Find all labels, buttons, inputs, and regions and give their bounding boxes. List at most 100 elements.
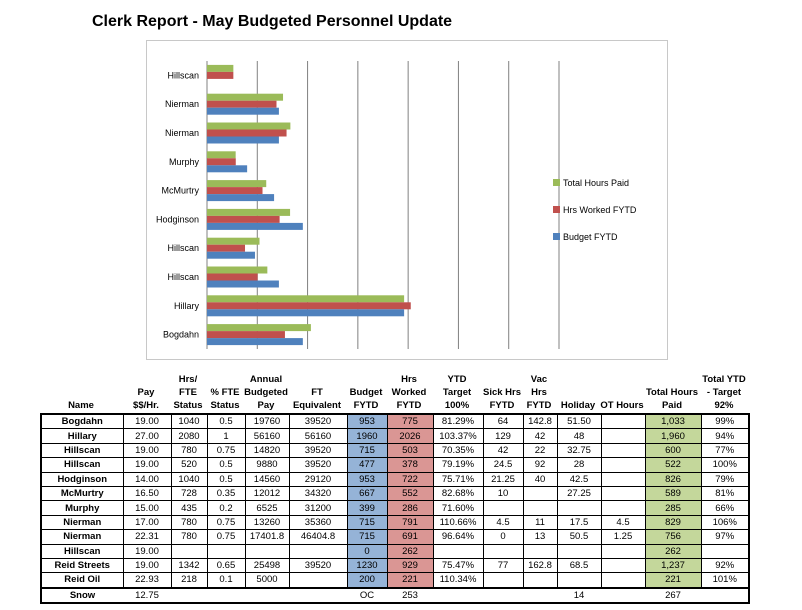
bar-hrs-worked-fytd (207, 158, 236, 166)
table-cell (600, 457, 646, 473)
table-cell: 0.1 (206, 572, 246, 589)
table-cell (600, 500, 646, 516)
category-label: Hillscan (167, 70, 199, 80)
table-cell: 17401.8 (244, 529, 290, 545)
column-header-line: FYTD (353, 400, 379, 411)
column-header-line: Pay (137, 387, 155, 398)
table-cell: 71.60% (432, 500, 484, 516)
table-header: Name Pay $$/Hr. Hrs/FTE Status % FTE Status Ann… (40, 369, 770, 412)
column-header-line: OT Hours (600, 400, 644, 411)
table-row: Murphy 15.00 435 0.2 6525 31200 399 286 71.60% 28… (40, 500, 750, 516)
table-cell: 32.75 (556, 442, 602, 459)
table-cell: 0.75 (206, 514, 246, 531)
column-header-line: FYTD (396, 400, 422, 411)
bar-total-hours-paid (207, 208, 291, 216)
table-cell (556, 572, 602, 589)
category-label: Hillscan (167, 272, 199, 282)
column-header: Annual Budgeted Pay (244, 373, 288, 412)
bar-total-hours-paid (207, 93, 284, 101)
table-cell: Reid Streets (40, 557, 124, 574)
table-cell (556, 543, 602, 559)
table-cell: 19.00 (122, 543, 172, 559)
table-cell: 399 (346, 500, 388, 516)
table-cell: 42.5 (556, 471, 602, 487)
table-cell: 22 (522, 442, 558, 459)
footer-cell (433, 588, 483, 603)
table-cell: 0.5 (206, 471, 246, 487)
table-cell: 39520 (288, 557, 348, 574)
personnel-table: Bogdahn 19.00 1040 0.5 19760 39520 953 775 81.29… (40, 413, 750, 604)
table-cell: 39520 (288, 413, 348, 430)
table-cell: 262 (386, 543, 434, 559)
column-header-line: Total YTD (702, 374, 746, 385)
table-cell: Hillscan (40, 543, 124, 559)
table-cell: 1.25 (600, 529, 646, 545)
table-cell: 4.5 (600, 514, 646, 531)
table-cell: 953 (346, 413, 388, 430)
table-cell: 142.8 (522, 413, 558, 430)
table-cell: 99% (700, 413, 750, 430)
table-cell: 46404.8 (288, 529, 348, 545)
table-cell: 14820 (244, 442, 290, 459)
table-cell: 81.29% (432, 413, 484, 430)
legend-swatch (553, 206, 560, 213)
table-cell (522, 485, 558, 502)
table-cell: 5000 (244, 572, 290, 589)
footer-cell (289, 588, 347, 603)
column-header-line: Status (173, 400, 203, 411)
table-cell: 728 (170, 485, 208, 502)
table-cell: 13260 (244, 514, 290, 531)
table-cell: 103.37% (432, 428, 484, 444)
table-cell: 96.64% (432, 529, 484, 545)
bar-total-hours-paid (207, 64, 234, 72)
table-row: Hillscan 19.00 0 262 262 (40, 543, 750, 559)
bar-total-hours-paid (207, 324, 311, 332)
table-cell: 75.47% (432, 557, 484, 574)
column-header-line: Annual (249, 374, 283, 385)
table-cell: 286 (386, 500, 434, 516)
table-cell: 34320 (288, 485, 348, 502)
table-cell (522, 572, 558, 589)
table-row: Reid Oil 22.93 218 0.1 5000 200 221 110.34% 221 1… (40, 572, 750, 589)
table-cell: 19.00 (122, 457, 172, 473)
table-cell: Hodginson (40, 471, 124, 487)
bar-hrs-worked-fytd (207, 71, 234, 79)
bar-budget-fytd (207, 165, 248, 173)
table-cell: 24.5 (482, 457, 524, 473)
category-label: McMurtry (162, 186, 200, 196)
table-cell: 39520 (288, 457, 348, 473)
footer-cell: 267 (665, 589, 681, 601)
table-cell: 77 (482, 557, 524, 574)
table-cell: 775 (386, 413, 434, 430)
table-cell: Bogdahn (40, 413, 124, 430)
table-cell: 691 (386, 529, 434, 545)
table-cell: 477 (346, 457, 388, 473)
table-cell: 1,237 (644, 557, 702, 574)
table-cell: 756 (644, 529, 702, 545)
table-cell: 19.00 (122, 557, 172, 574)
table-cell (288, 543, 348, 559)
table-cell: 780 (170, 514, 208, 531)
table-cell: 39520 (288, 442, 348, 459)
table-cell: 56160 (288, 428, 348, 444)
table-cell: Nierman (40, 514, 124, 531)
table-cell: Hillary (40, 428, 124, 444)
table-cell: 106% (700, 514, 750, 531)
column-header-line: FYTD (526, 400, 552, 411)
column-header: YTD Target 100% (432, 373, 482, 412)
category-label: Hillscan (167, 243, 199, 253)
table-cell: 94% (700, 428, 750, 444)
table-cell: 14.00 (122, 471, 172, 487)
table-row: Bogdahn 19.00 1040 0.5 19760 39520 953 775 81.29… (40, 413, 750, 430)
table-cell: 1040 (170, 413, 208, 430)
table-cell: 64 (482, 413, 524, 430)
bar-hrs-worked-fytd (207, 215, 280, 223)
table-cell: 667 (346, 485, 388, 502)
table-cell: 953 (346, 471, 388, 487)
table-cell: 40 (522, 471, 558, 487)
column-header-line: Sick Hrs (482, 387, 522, 398)
table-cell: 92 (522, 457, 558, 473)
table-cell: 101% (700, 572, 750, 589)
footer-cell (207, 588, 245, 603)
table-cell: 0.65 (206, 557, 246, 574)
